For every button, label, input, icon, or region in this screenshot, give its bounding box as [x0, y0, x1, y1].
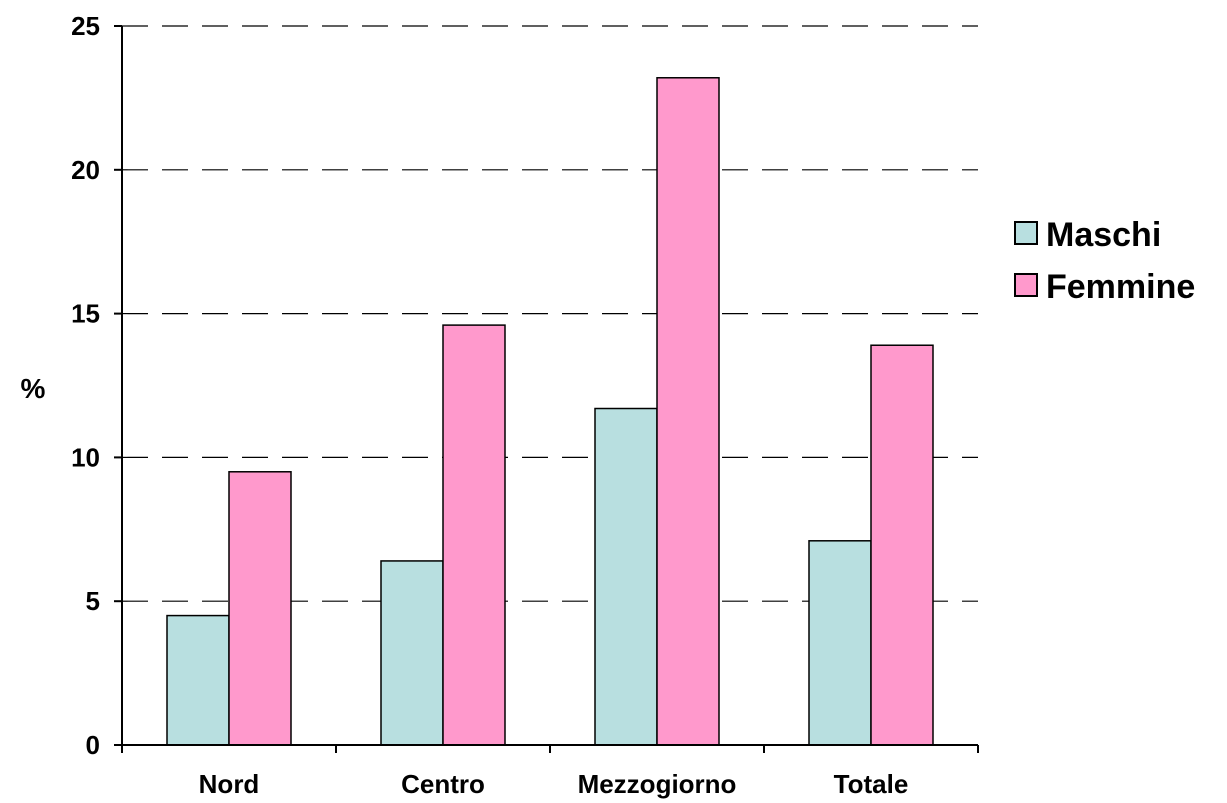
bar-maschi-centro [380, 560, 444, 746]
y-tick-label: 5 [86, 586, 100, 616]
legend-label: Femmine [1046, 268, 1195, 306]
bar-femmine-centro [442, 324, 506, 746]
bar-femmine-mezzogiorno [656, 77, 720, 746]
y-tick-label: 20 [71, 155, 100, 185]
y-axis-title: % [21, 373, 46, 404]
y-tick-label: 25 [71, 11, 100, 41]
bar-femmine-nord [228, 471, 292, 746]
bar-femmine-totale [870, 344, 934, 746]
x-tick-label: Centro [401, 769, 485, 799]
bars [166, 77, 934, 746]
x-tick-label: Mezzogiorno [578, 769, 737, 799]
y-ticks: 0 5 10 15 20 25 [71, 11, 122, 760]
x-tick-label: Nord [199, 769, 260, 799]
y-tick-label: 0 [86, 730, 100, 760]
y-tick-label: 15 [71, 299, 100, 329]
bar-maschi-totale [808, 540, 872, 746]
legend-swatch [1014, 221, 1038, 245]
bar-maschi-nord [166, 614, 230, 746]
legend: Maschi Femmine [1014, 216, 1195, 306]
x-tick-label: Totale [834, 769, 909, 799]
legend-swatch [1014, 273, 1038, 297]
y-tick-label: 10 [71, 442, 100, 472]
legend-label: Maschi [1046, 216, 1161, 254]
x-ticks: Nord Centro Mezzogiorno Totale [121, 745, 979, 799]
bar-maschi-mezzogiorno [594, 407, 658, 746]
